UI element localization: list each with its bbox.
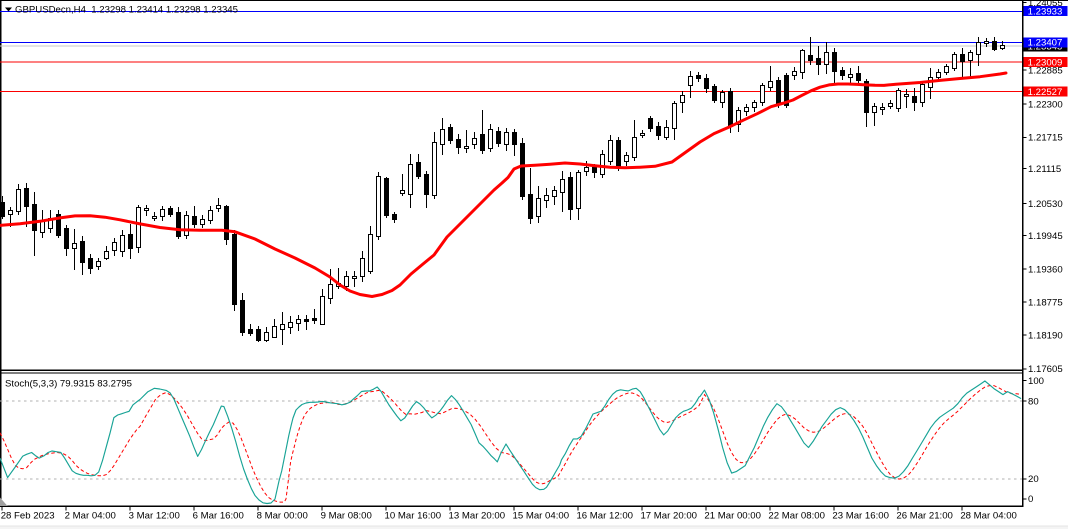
svg-text:1.24055: 1.24055 bbox=[1028, 0, 1063, 9]
svg-text:17 Mar 20:00: 17 Mar 20:00 bbox=[640, 511, 697, 522]
svg-text:1.22300: 1.22300 bbox=[1028, 99, 1063, 110]
svg-text:GBPUSDecn,H4 1.23298 1.23414: GBPUSDecn,H4 1.23298 1.23414 1.23298 1.2… bbox=[15, 5, 238, 16]
svg-text:28 Mar 04:00: 28 Mar 04:00 bbox=[960, 511, 1017, 522]
svg-text:13 Mar 20:00: 13 Mar 20:00 bbox=[449, 511, 506, 522]
svg-text:10 Mar 16:00: 10 Mar 16:00 bbox=[385, 511, 442, 522]
svg-text:21 Mar 00:00: 21 Mar 00:00 bbox=[704, 511, 761, 522]
svg-text:26 Mar 21:00: 26 Mar 21:00 bbox=[896, 511, 953, 522]
svg-text:3 Mar 12:00: 3 Mar 12:00 bbox=[129, 511, 180, 522]
svg-text:100: 100 bbox=[1028, 376, 1044, 387]
svg-text:1.18190: 1.18190 bbox=[1028, 331, 1063, 342]
svg-text:1.20530: 1.20530 bbox=[1028, 199, 1063, 210]
svg-text:22 Mar 08:00: 22 Mar 08:00 bbox=[768, 511, 825, 522]
svg-text:1.22527: 1.22527 bbox=[1028, 87, 1063, 98]
svg-text:1.21715: 1.21715 bbox=[1028, 133, 1063, 144]
svg-text:6 Mar 16:00: 6 Mar 16:00 bbox=[193, 511, 244, 522]
svg-text:1.19945: 1.19945 bbox=[1028, 231, 1063, 242]
svg-text:9 Mar 08:00: 9 Mar 08:00 bbox=[321, 511, 372, 522]
svg-text:2 Mar 04:00: 2 Mar 04:00 bbox=[65, 511, 116, 522]
svg-text:1.18775: 1.18775 bbox=[1028, 297, 1063, 308]
svg-text:1.21115: 1.21115 bbox=[1028, 164, 1061, 175]
svg-text:1.23009: 1.23009 bbox=[1028, 58, 1063, 69]
svg-text:16 Mar 12:00: 16 Mar 12:00 bbox=[576, 511, 633, 522]
svg-text:20: 20 bbox=[1028, 474, 1039, 485]
svg-text:15 Mar 04:00: 15 Mar 04:00 bbox=[513, 511, 570, 522]
svg-text:1.19360: 1.19360 bbox=[1028, 264, 1063, 275]
svg-text:0: 0 bbox=[1028, 494, 1033, 505]
svg-text:8 Mar 00:00: 8 Mar 00:00 bbox=[257, 511, 308, 522]
svg-text:28 Feb 2023: 28 Feb 2023 bbox=[1, 511, 55, 522]
svg-text:Stoch(5,3,3) 79.9315 83.2795: Stoch(5,3,3) 79.9315 83.2795 bbox=[5, 379, 132, 390]
svg-text:1.17605: 1.17605 bbox=[1028, 364, 1063, 375]
svg-text:23 Mar 16:00: 23 Mar 16:00 bbox=[832, 511, 889, 522]
svg-text:1.22885: 1.22885 bbox=[1028, 66, 1063, 77]
svg-text:1.23407: 1.23407 bbox=[1028, 38, 1063, 49]
svg-text:80: 80 bbox=[1028, 396, 1039, 407]
svg-text:1.23933: 1.23933 bbox=[1028, 7, 1063, 18]
